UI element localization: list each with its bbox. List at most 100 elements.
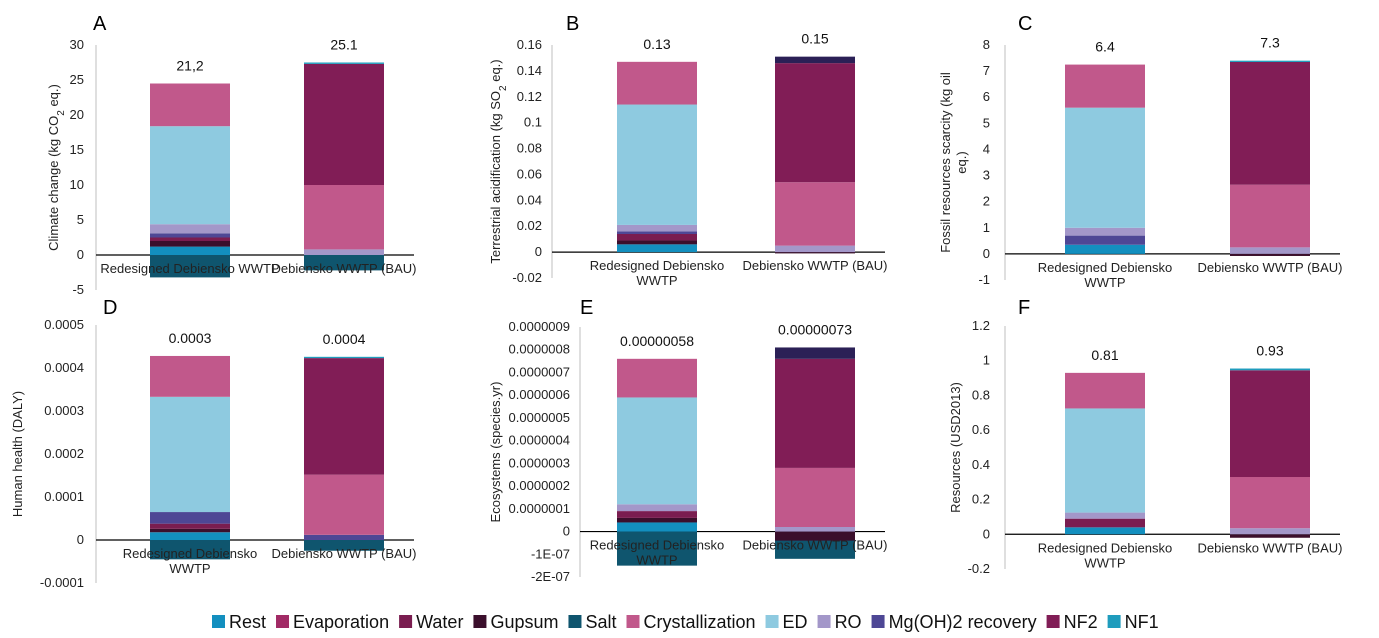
y-axis-title-main: Fossil resources scarcity (kg oil [938,72,953,253]
legend-swatch-water [399,615,413,628]
bar-total-label: 0.00000073 [778,321,852,337]
y-axis-title-end: eq.) [488,59,503,85]
bar-segment-water [150,523,230,529]
panel-letter-D: D [103,297,117,319]
bar-segment-ed [150,396,230,513]
bar-segment-nf1 [304,356,384,359]
y-tick-label-F: 0.8 [972,387,990,402]
y-tick-label-F: 0.4 [972,457,990,472]
y-tick-label-D: 0.0005 [44,317,84,332]
bar-segment-mg-oh-2-recovery [150,233,230,238]
bar-segment-ed [1065,107,1145,228]
panel-letter-F: F [1018,297,1030,319]
y-tick-label-B: 0.1 [524,115,542,130]
bar-segment-rest [1065,527,1145,535]
bar-segment-crystallization [150,355,230,397]
category-label: Debiensko WWTP (BAU) [743,538,888,553]
bar-segment-gupsum [775,531,855,541]
bar-segment-salt [150,255,230,278]
bar-total-label: 7.3 [1260,35,1280,51]
y-axis-title-main: Climate change (kg CO [46,116,61,251]
y-tick-label-D: 0.0002 [44,446,84,461]
bar-total-label: 0.0004 [323,331,366,347]
bar-segment-gupsum [617,240,697,245]
bar-segment-gupsum [775,252,855,254]
y-tick-label-A: 0 [77,247,84,262]
y-tick-label-A: 30 [70,37,84,52]
bar-segment-water [617,233,697,241]
y-tick-label-C: -1 [978,272,990,287]
y-tick-label-B: -0.02 [512,270,542,285]
bar-segment-nf2 [775,358,855,468]
y-axis-title-B: Terrestrial acidification (kg SO2 eq.) [488,59,509,263]
y-axis-title-end: eq.) [46,84,61,110]
legend-label: Water [416,612,463,632]
y-tick-label-E: 0.0000007 [509,364,570,379]
y-tick-label-E: 0.0000003 [509,455,570,470]
y-tick-label-B: 0.16 [517,37,542,52]
legend-label: Salt [585,612,616,632]
category-label: Debiensko WWTP (BAU) [1198,260,1343,275]
category-label: Redesigned Debiensko [590,538,724,553]
y-tick-label-A: 10 [70,177,84,192]
y-axis-title-subscript: 2 [56,110,67,116]
y-tick-label-F: 1.2 [972,318,990,333]
bar-segment-crystallization [617,61,697,105]
category-label: Debiensko WWTP (BAU) [272,261,417,276]
y-tick-label-C: 5 [983,115,990,130]
y-tick-label-C: 6 [983,89,990,104]
y-tick-label-E: 0.0000001 [509,501,570,516]
legend-swatch-ed [765,615,779,628]
legend-swatch-nf2 [1046,615,1060,628]
y-tick-label-A: 15 [70,142,84,157]
bar-segment-crystallization [775,182,855,246]
bar-segment-ed [1065,408,1145,513]
y-tick-label-D: 0.0003 [44,403,84,418]
y-tick-label-B: 0.08 [517,141,542,156]
category-label: Redesigned Debiensko [1038,260,1172,275]
y-tick-label-B: 0.02 [517,218,542,233]
bar-segment-gupsum [150,241,230,247]
bar-segment-rest [150,246,230,255]
bar-segment-ro [1065,512,1145,519]
bar-segment-top-dark [775,347,855,359]
legend-swatch-mg-oh-2-recovery [871,615,885,628]
legend-label: Rest [229,612,266,632]
legend-label: ED [783,612,808,632]
y-tick-label-E: 0.0000006 [509,387,570,402]
panel-letter-E: E [580,297,593,319]
y-tick-label-E: 0.0000002 [509,478,570,493]
y-tick-label-C: 8 [983,37,990,52]
y-tick-label-F: 1 [983,353,990,368]
bar-segment-salt [304,255,384,271]
bar-segment-crystallization [1065,64,1145,108]
bar-segment-water [150,237,230,241]
bar-segment-crystallization [150,83,230,127]
bar-segment-ro [775,245,855,253]
category-label: WWTP [169,561,210,576]
bar-segment-nf1 [304,62,384,64]
panel-letter-B: B [566,13,579,35]
bar-segment-nf2 [1230,61,1310,185]
y-tick-label-C: 2 [983,194,990,209]
bar-segment-salt [150,540,230,560]
legend-swatch-gupsum [473,615,487,628]
bar-segment-crystallization [1230,477,1310,529]
y-tick-label-B: 0 [535,244,542,259]
bar-total-label: 0.81 [1091,347,1118,363]
bar-segment-mg-oh-2-recovery [304,534,384,540]
legend-swatch-ro [817,615,831,628]
bar-segment-mg-oh-2-recovery [1065,235,1145,245]
bar-segment-nf2 [304,63,384,185]
y-tick-label-D: 0.0004 [44,360,84,375]
bar-segment-nf2 [304,358,384,475]
y-tick-label-C: 1 [983,220,990,235]
y-tick-label-A: -5 [72,282,84,297]
bar-total-label: 25.1 [330,37,357,53]
bar-segment-rest [617,244,697,253]
legend-swatch-nf1 [1107,615,1121,628]
y-tick-label-F: -0.2 [968,561,990,576]
bar-segment-crystallization [617,358,697,398]
bar-segment-gupsum [150,528,230,533]
bar-segment-salt [304,540,384,551]
